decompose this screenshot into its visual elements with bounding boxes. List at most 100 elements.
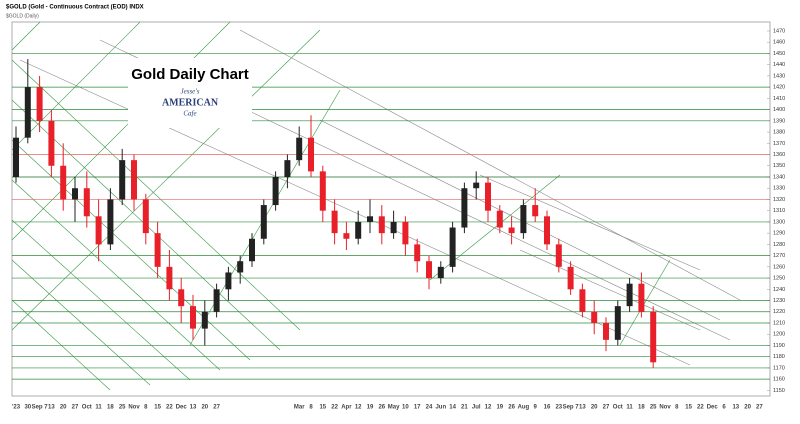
candle-body [213,289,220,312]
y-tick-label: 1390 [773,118,785,124]
candle-body [13,137,19,177]
y-tick-label: 1190 [773,343,785,349]
x-tick-label: Aug [518,405,530,411]
candle-body [201,311,208,329]
candle-body [638,283,645,312]
x-tick-label: 13 [190,405,197,411]
y-tick-label: 1460 [773,40,785,46]
x-tick-label: 20 [201,405,208,411]
x-tick-label: 30 [24,405,31,411]
x-tick-label: 18 [107,405,114,411]
candle-body [390,221,397,234]
x-tick-label: Jul [472,405,481,411]
x-tick-label: 24 [426,405,433,411]
y-tick-label: 1410 [773,96,785,102]
x-tick-label: 22 [697,405,704,411]
candle-body [154,233,161,267]
y-tick-label: 1320 [773,197,785,203]
y-tick-label: 1240 [773,287,785,293]
y-tick-label: 1170 [773,365,785,371]
candle-body [437,266,444,279]
candle-body [378,216,385,234]
candle-body [308,137,314,172]
candle-body [414,244,421,262]
candle-body [591,311,598,323]
candle-body [626,283,633,307]
x-tick-label: 27 [756,405,763,411]
candle-body [544,216,550,245]
x-tick-label: Mar [294,405,305,411]
x-tick-label: 15 [154,405,161,411]
x-tick-label: 19 [367,405,374,411]
candle-body [107,199,114,245]
x-tick-label: '23 [12,405,21,411]
y-tick-label: 1450 [773,51,785,57]
candle-body [142,199,149,234]
y-tick-label: 1260 [773,264,785,270]
candle-body [343,233,350,239]
y-tick-label: 1290 [773,231,785,237]
candle-body [249,238,255,262]
candle-body [131,160,137,200]
y-tick-label: 1360 [773,152,785,158]
x-tick-label: 20 [591,405,598,411]
x-tick-label: 10 [402,405,409,411]
candle-body [296,137,303,161]
x-tick-label: 17 [414,405,421,411]
y-tick-label: 1340 [773,174,785,180]
candle-body [331,210,338,234]
y-tick-label: 1350 [773,163,785,169]
y-tick-label: 1180 [773,354,785,360]
candle-body [485,182,491,211]
x-tick-label: 13 [732,405,739,411]
x-tick-label: 16 [544,405,551,411]
x-tick-label: 26 [378,405,385,411]
x-tick-label: 14 [449,405,456,411]
candle-body [650,311,657,363]
x-tick-label: 26 [508,405,515,411]
candle-body [426,261,432,279]
candle-body [48,120,55,166]
y-tick-label: 1220 [773,309,785,315]
candle-body [166,266,173,290]
y-tick-label: 1250 [773,276,785,282]
candle-body [119,160,126,200]
candle-body [461,188,468,228]
y-tick-label: 1280 [773,242,785,248]
x-tick-label: 9 [534,405,538,411]
header: $GOLD (Gold - Continuous Contract (EOD) … [6,5,144,11]
candle-body [237,261,244,273]
candle-body [284,160,291,177]
candle-body [319,171,326,211]
candle-body [473,182,480,189]
x-tick-label: 19 [496,405,503,411]
candle-body [72,188,78,200]
y-tick-label: 1470 [773,28,785,34]
x-tick-label: 12 [485,405,492,411]
logo-text: AMERICAN [162,97,219,108]
x-tick-label: Apr [341,405,352,411]
x-tick-label: 25 [119,405,126,411]
logo-box [128,58,252,128]
y-tick-label: 1400 [773,107,785,113]
x-tick-label: 21 [461,405,468,411]
y-tick-label: 1210 [773,320,785,326]
candle-body [83,188,90,217]
candle-body [496,210,503,228]
x-tick-label: Dec [707,405,719,411]
x-tick-label: 25 [650,405,657,411]
x-tick-label: Sep 7 [563,405,580,411]
x-tick-label: 20 [744,405,751,411]
x-tick-label: Jun [435,405,446,411]
y-tick-label: 1310 [773,208,785,214]
candle-body [272,176,279,206]
logo-text: Jesse's [181,88,200,96]
chart-title: Gold Daily Chart [131,66,249,83]
y-tick-label: 1300 [773,219,785,225]
candle-body [355,221,362,239]
x-tick-label: 12 [355,405,362,411]
candle-body [178,289,185,307]
x-tick-label: 22 [166,405,173,411]
y-tick-label: 1160 [773,377,785,383]
